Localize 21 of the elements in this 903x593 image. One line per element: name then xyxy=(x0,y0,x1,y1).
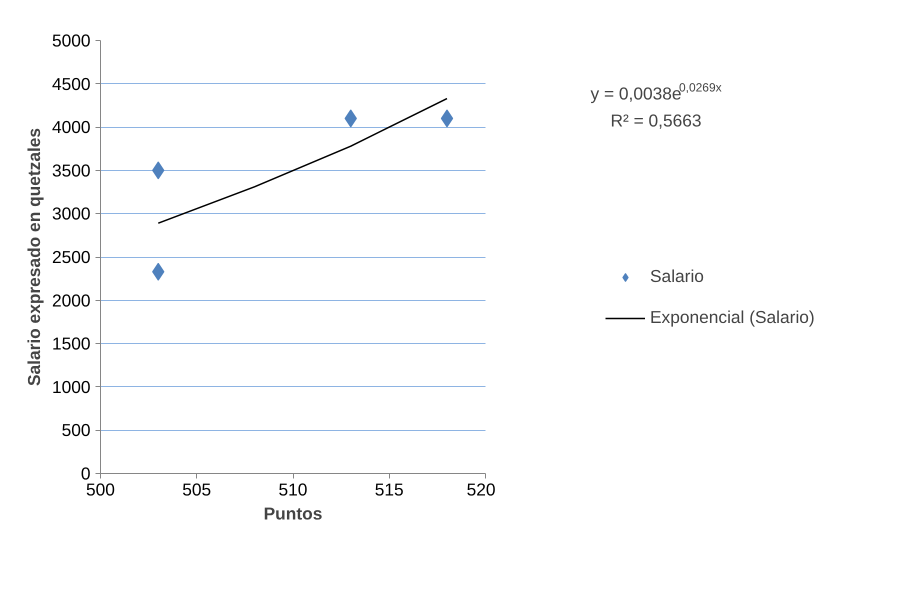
y-tick-label: 5000 xyxy=(52,30,91,50)
y-tick-label: 1000 xyxy=(52,376,91,397)
y-tick-label: 1500 xyxy=(52,334,91,354)
y-tick-label: 3000 xyxy=(52,204,91,224)
y-tick-label: 4000 xyxy=(52,117,91,138)
y-tick-label: 4500 xyxy=(52,74,91,94)
legend-label: Salario xyxy=(650,266,704,287)
x-tick-label: 520 xyxy=(466,480,496,500)
point xyxy=(440,109,454,128)
x-tick-label: 515 xyxy=(374,480,404,500)
y-axis-title: Salario expresado en quetzales xyxy=(24,128,44,386)
y-tick-label: 3500 xyxy=(52,160,91,180)
x-tick-label: 505 xyxy=(182,480,212,500)
y-tick-label: 500 xyxy=(62,420,91,440)
x-tick-label: 510 xyxy=(278,480,308,500)
y-tick-label: 2500 xyxy=(52,247,91,267)
line-series xyxy=(158,98,448,224)
y-tick-label: 2000 xyxy=(52,290,91,310)
text: R² = 0,5663 xyxy=(610,110,702,130)
x-axis-title: Puntos xyxy=(264,504,322,524)
legend-label: Exponencial (Salario) xyxy=(650,307,815,328)
